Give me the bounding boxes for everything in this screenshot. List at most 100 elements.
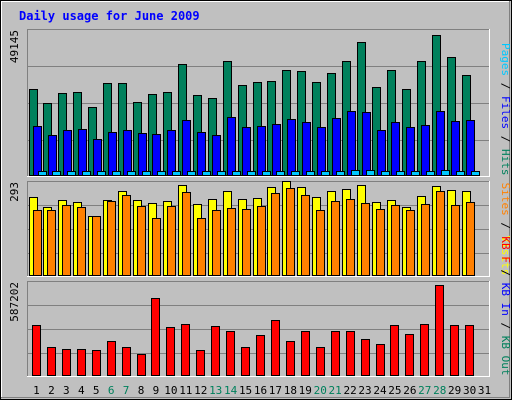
kbytes-kb-f-bar <box>301 331 310 376</box>
hits-files-pages-pages-bar <box>247 171 256 176</box>
hits-files-pages-hits-bar <box>118 83 127 176</box>
kbytes-kb-f-bar <box>316 347 325 376</box>
visits-sites-sites-bar <box>331 201 340 276</box>
x-axis-day-label: 10 <box>164 384 177 397</box>
x-axis-day-label: 19 <box>299 384 312 397</box>
hits-files-pages-files-bar <box>332 118 341 176</box>
visits-sites-sites-bar <box>182 192 191 276</box>
visits-sites-sites-bar <box>92 216 101 276</box>
hits-files-pages-files-bar <box>152 134 161 176</box>
hits-files-pages-hits-bar <box>103 83 112 176</box>
visits-sites-axis-label: Sites / Visits <box>499 183 512 276</box>
kbytes-kb-f-bar <box>420 324 429 376</box>
x-axis-day-label: 31 <box>478 384 491 397</box>
hits-files-pages-files-bar <box>287 119 296 176</box>
visits-sites-sites-bar <box>271 193 280 276</box>
x-axis-day-label: 29 <box>448 384 461 397</box>
x-axis-day-label: 2 <box>48 384 55 397</box>
hits-files-pages-hits-bar <box>357 42 366 176</box>
visits-sites-sites-bar <box>33 210 42 276</box>
x-axis-day-label: 23 <box>358 384 371 397</box>
x-axis-day-label: 16 <box>254 384 267 397</box>
kbytes-kb-f-bar <box>151 298 160 376</box>
hits-files-pages-pages-bar <box>262 171 271 176</box>
hits-files-pages-pages-bar <box>172 171 181 176</box>
visits-sites-max-label: 293 <box>8 182 21 202</box>
visits-sites-sites-bar <box>212 210 221 276</box>
chart-title: Daily usage for June 2009 <box>19 9 200 23</box>
x-axis-day-label: 15 <box>239 384 252 397</box>
x-axis-day-label: 13 <box>209 384 222 397</box>
hits-files-pages-files-bar <box>33 126 42 176</box>
kbytes-kb-f-bar <box>465 325 474 376</box>
x-axis-day-label: 1 <box>33 384 40 397</box>
hits-files-pages-files-bar <box>347 111 356 176</box>
visits-sites-sites-bar <box>137 206 146 276</box>
kbytes-kb-f-bar <box>211 326 220 376</box>
x-axis-day-label: 28 <box>433 384 446 397</box>
hits-files-pages-files-bar <box>406 127 415 176</box>
kbytes-kb-f-bar <box>450 325 459 376</box>
kbytes-panel: 587202 KB F / KB In / KB Out <box>8 236 512 377</box>
hits-files-pages-files-bar <box>377 130 386 176</box>
visits-sites-sites-bar <box>316 210 325 276</box>
hits-files-pages-pages-bar <box>351 170 360 176</box>
hits-files-pages-files-bar <box>48 135 57 176</box>
hits-files-pages-files-bar <box>302 122 311 176</box>
kbytes-kb-f-bar <box>32 325 41 376</box>
hits-files-pages-pages-bar <box>306 171 315 176</box>
hits-files-pages-files-bar <box>391 122 400 176</box>
visits-sites-sites-bar <box>361 203 370 276</box>
hits-files-pages-pages-bar <box>381 171 390 176</box>
hits-files-pages-files-bar <box>227 117 236 176</box>
hits-files-pages-files-bar <box>257 126 266 176</box>
x-axis-day-label: 25 <box>388 384 401 397</box>
x-axis-day-label: 21 <box>329 384 342 397</box>
x-axis-day-label: 14 <box>224 384 238 397</box>
kbytes-kb-f-bar <box>405 334 414 376</box>
x-axis-day-label: 7 <box>123 384 130 397</box>
x-axis-day-label: 11 <box>179 384 192 397</box>
axis-label-segment: / <box>499 129 512 149</box>
x-axis-day-label: 9 <box>153 384 160 397</box>
visits-sites-sites-bar <box>77 207 86 276</box>
x-axis-day-label: 24 <box>373 384 387 397</box>
axis-label-segment: KB Out <box>499 336 512 376</box>
hits-files-pages-pages-bar <box>142 171 151 176</box>
visits-sites-sites-bar <box>62 205 71 276</box>
visits-sites-sites-bar <box>167 206 176 276</box>
hits-files-pages-files-bar <box>93 139 102 176</box>
kbytes-kb-f-bar <box>286 341 295 376</box>
hits-files-pages-pages-bar <box>187 171 196 176</box>
hits-files-pages-pages-bar <box>67 171 76 176</box>
hits-files-pages-pages-bar <box>426 171 435 176</box>
hits-files-pages-files-bar <box>167 130 176 176</box>
axis-label-segment: KB In <box>499 283 512 316</box>
x-axis-day-label: 8 <box>138 384 145 397</box>
hits-files-pages-pages-bar <box>202 171 211 176</box>
hits-files-pages-pages-bar <box>38 171 47 176</box>
kbytes-kb-f-bar <box>256 335 265 376</box>
hits-files-pages-files-bar <box>242 127 251 176</box>
kbytes-kb-f-bar <box>122 347 131 376</box>
kbytes-kb-f-bar <box>361 339 370 376</box>
visits-sites-sites-bar <box>152 218 161 276</box>
kbytes-kb-f-bar <box>196 350 205 376</box>
hits-files-pages-pages-bar <box>456 171 465 176</box>
hits-files-pages-files-bar <box>212 135 221 176</box>
visits-sites-sites-bar <box>391 205 400 276</box>
visits-sites-sites-bar <box>406 210 415 276</box>
hits-files-pages-pages-bar <box>52 171 61 176</box>
visits-sites-sites-bar <box>466 202 475 276</box>
hits-files-pages-panel: 49145 Pages / Files / Hits <box>8 29 512 177</box>
axis-label-segment: / <box>499 216 512 236</box>
axis-label-segment: Hits <box>499 149 512 176</box>
visits-sites-sites-bar <box>421 204 430 276</box>
hits-files-pages-pages-bar <box>157 171 166 176</box>
kbytes-kb-f-bar <box>166 327 175 376</box>
hits-files-pages-pages-bar <box>97 171 106 176</box>
hits-files-pages-pages-bar <box>441 170 450 176</box>
hits-files-pages-files-bar <box>421 125 430 176</box>
x-axis-day-label: 12 <box>194 384 207 397</box>
